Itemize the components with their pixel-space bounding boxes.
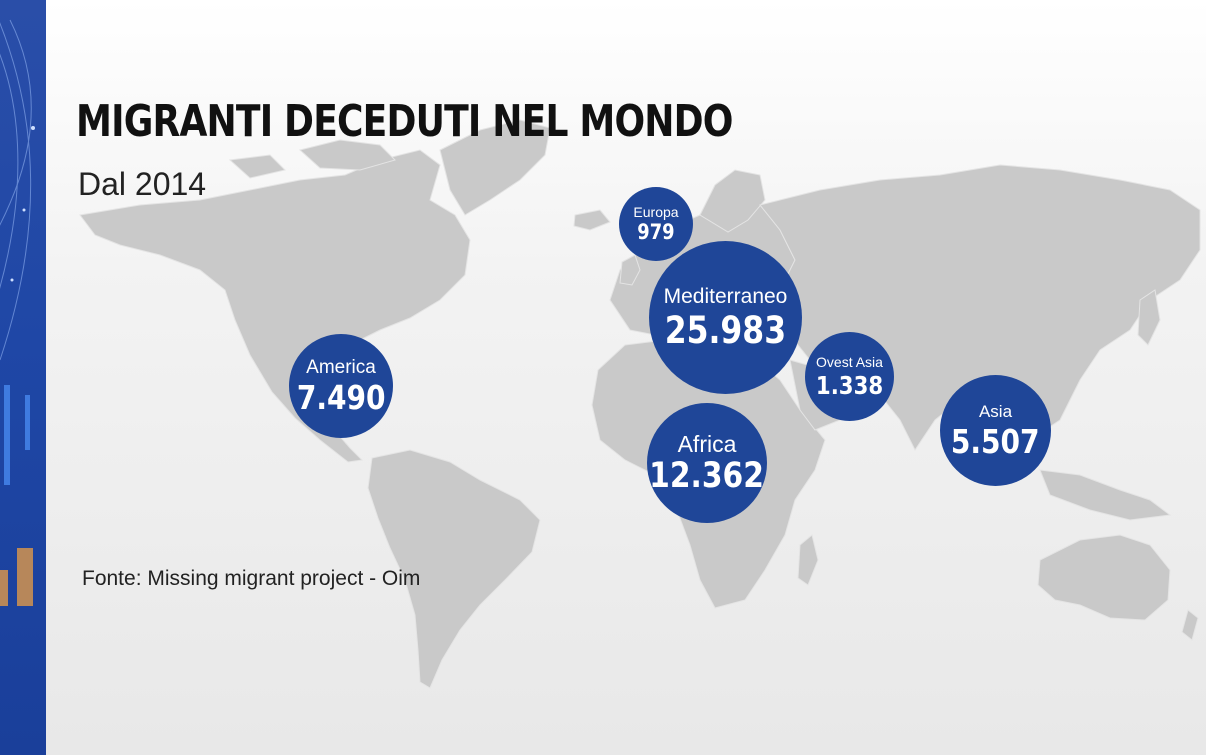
region-bubble-asia: Asia 5.507: [940, 375, 1051, 486]
uk-shape: [619, 254, 641, 286]
region-label: America: [306, 357, 376, 379]
page-title: MIGRANTI DECEDUTI NEL MONDO: [76, 96, 733, 147]
region-bubble-africa: Africa 12.362: [647, 403, 767, 523]
region-label: Asia: [978, 402, 1013, 422]
region-bubble-ovest-asia: Ovest Asia 1.338: [805, 332, 894, 421]
region-label: Africa: [677, 430, 737, 457]
source-note: Fonte: Missing migrant project - Oim: [82, 567, 421, 590]
scandinavia-shape: [699, 169, 766, 233]
southeast-asia-islands-shape: [1039, 469, 1172, 521]
decorative-network-graphic: [0, 19, 35, 606]
region-label: Ovest Asia: [816, 354, 883, 371]
south-america-shape: [367, 449, 541, 689]
region-label: Mediterraneo: [663, 284, 788, 308]
region-bubble-america: America 7.490: [289, 334, 393, 438]
region-value: 5.507: [951, 421, 1040, 461]
page-subtitle: Dal 2014: [78, 166, 207, 202]
iceland-shape: [573, 209, 611, 231]
region-value: 7.490: [296, 377, 386, 417]
australia-shape: [1037, 534, 1171, 621]
greenland-shape: [439, 119, 551, 216]
region-value: 979: [637, 219, 675, 244]
region-label: Europa: [633, 204, 679, 221]
side-decoration-strip: [0, 0, 46, 755]
region-value: 25.983: [664, 309, 787, 353]
arctic-islands-shape: [298, 139, 396, 171]
japan-shape: [1137, 289, 1161, 346]
region-bubble-europa: Europa 979: [619, 187, 693, 261]
region-value: 1.338: [815, 370, 884, 400]
new-zealand-shape: [1181, 609, 1199, 641]
madagascar-shape: [797, 534, 819, 586]
region-value: 12.362: [649, 456, 765, 497]
region-bubble-mediterraneo: Mediterraneo 25.983: [649, 241, 802, 394]
